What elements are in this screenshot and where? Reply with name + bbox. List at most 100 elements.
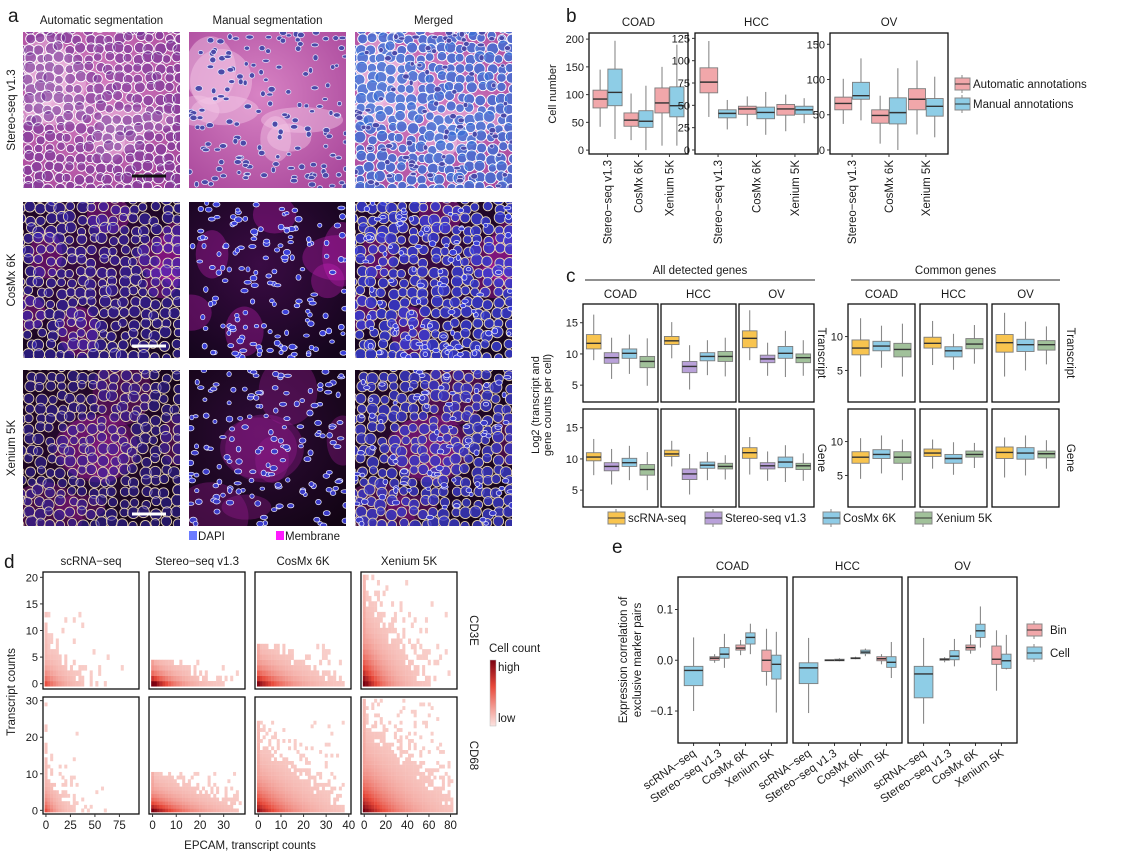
cell-outline — [98, 308, 110, 319]
nucleus-outline — [271, 120, 279, 128]
nucleus-outline — [483, 382, 490, 389]
heatmap-bin — [433, 801, 437, 806]
heatmap-bin — [44, 724, 48, 729]
heatmap-bin — [221, 808, 225, 813]
box-bin — [939, 657, 950, 663]
heatmap-bin — [413, 775, 417, 780]
nucleus-outline — [260, 90, 266, 97]
heatmap-bin — [374, 775, 378, 780]
heatmap-bin — [273, 649, 277, 655]
heatmap-bin — [193, 793, 197, 798]
heatmap-bin — [256, 797, 260, 802]
heatmap-bin — [402, 643, 406, 650]
heatmap-bin — [190, 793, 194, 798]
heatmap-bin — [382, 757, 386, 762]
cell-outline — [389, 381, 399, 391]
nucleus-outline — [298, 163, 306, 171]
heatmap-bin — [365, 804, 369, 809]
nucleus-outline — [260, 323, 267, 329]
panel-frame — [991, 408, 1060, 508]
nucleus-outline — [325, 470, 333, 475]
heatmap-bin — [422, 790, 426, 795]
heatmap-bin — [273, 771, 277, 776]
heatmap-bin — [296, 665, 300, 671]
heatmap-bin — [430, 801, 434, 806]
nucleus-outline — [505, 213, 512, 220]
heatmap-bin — [382, 665, 386, 671]
heatmap-bin — [153, 808, 157, 813]
heatmap-bin — [313, 808, 317, 813]
heatmap-bin — [374, 720, 378, 725]
heatmap-bin — [365, 797, 369, 802]
heatmap-bin — [44, 675, 48, 682]
heatmap-bin — [304, 771, 308, 776]
heatmap-bin — [376, 675, 380, 682]
heatmap-bin — [299, 804, 303, 809]
cell-outline — [396, 161, 407, 172]
heatmap-bin — [362, 739, 366, 743]
heatmap-bin — [327, 793, 331, 798]
heatmap-bin — [371, 627, 375, 634]
heatmap-bin — [330, 681, 334, 687]
heatmap-bin — [153, 797, 157, 802]
nucleus-outline — [189, 471, 195, 476]
y-tick-label: 20 — [26, 732, 38, 744]
heatmap-bin — [50, 665, 54, 671]
heatmap-bin — [374, 724, 378, 729]
heatmap-bin — [374, 633, 378, 639]
heatmap-bin — [285, 779, 289, 784]
heatmap-bin — [362, 808, 366, 813]
nucleus-outline — [436, 448, 445, 455]
heatmap-bin — [196, 797, 200, 802]
heatmap-bin — [371, 764, 375, 769]
heatmap-bin — [207, 779, 211, 784]
heatmap-bin — [413, 724, 417, 729]
heatmap-bin — [365, 801, 369, 806]
heatmap-bin — [285, 797, 289, 802]
heatmap-bin — [450, 779, 454, 784]
cell-outline — [11, 380, 22, 391]
heatmap-bin — [447, 760, 451, 765]
heatmap-bin — [413, 760, 417, 765]
cell-outline — [43, 506, 54, 517]
heatmap-bin — [362, 627, 366, 634]
heatmap-bin — [262, 757, 266, 762]
cell-outline — [101, 202, 106, 203]
heatmap-bin — [376, 622, 380, 629]
nucleus-outline — [299, 267, 306, 272]
cell-outline — [23, 496, 33, 507]
heatmap-bin — [413, 801, 417, 806]
cell-outline — [45, 256, 57, 267]
cell-outline — [172, 130, 180, 143]
cell-outline — [398, 191, 408, 201]
heatmap-bin — [279, 797, 283, 802]
nucleus-outline — [215, 269, 223, 276]
cell-outline — [355, 313, 356, 316]
heatmap-bin — [256, 665, 260, 671]
heatmap-bin — [187, 681, 191, 687]
nucleus-outline — [211, 87, 217, 95]
box-manual — [888, 68, 907, 150]
nucleus-outline — [272, 370, 280, 378]
heatmap-bin — [365, 782, 369, 787]
heatmap-bin — [293, 739, 297, 743]
heatmap-bin — [182, 779, 186, 784]
nucleus-outline — [239, 354, 246, 358]
heatmap-bin — [408, 675, 412, 682]
cell-outline — [429, 404, 439, 414]
heatmap-bin — [271, 760, 275, 765]
heatmap-bin — [362, 611, 366, 618]
heatmap-bin — [61, 775, 65, 780]
cell-outline — [355, 149, 368, 162]
heatmap-bin — [307, 768, 311, 773]
heatmap-bin — [185, 675, 189, 682]
heatmap-bin — [299, 675, 303, 682]
heatmap-bin — [316, 782, 320, 787]
cell-outline — [491, 430, 505, 444]
heatmap-bin — [98, 665, 102, 671]
heatmap-bin — [271, 746, 275, 751]
cell-outline — [54, 318, 65, 329]
heatmap-bin — [330, 804, 334, 809]
heatmap-bin — [321, 681, 325, 687]
heatmap-bin — [276, 742, 280, 747]
